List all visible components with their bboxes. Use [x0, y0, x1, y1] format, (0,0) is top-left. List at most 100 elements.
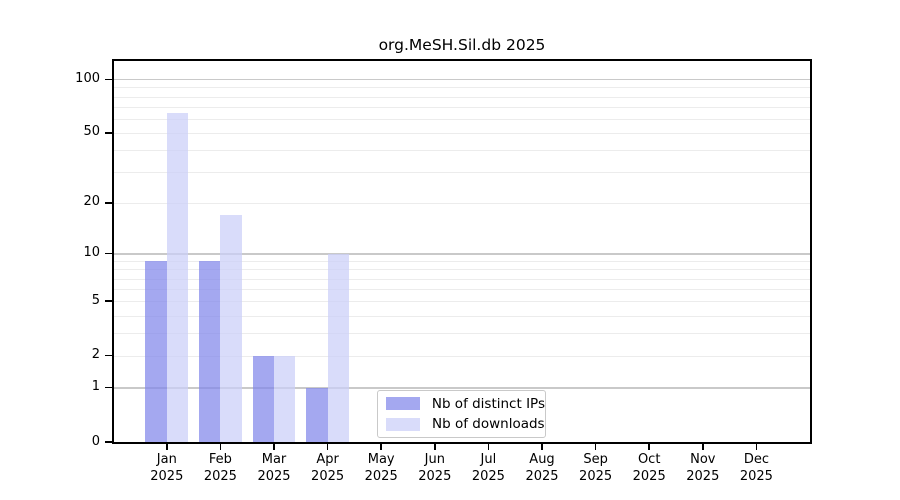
x-tick-year: 2025: [525, 468, 559, 484]
legend-item-downloads: Nb of downloads: [386, 416, 545, 432]
gridline-minor: [114, 289, 810, 291]
x-tick-year: 2025: [418, 468, 452, 484]
bar-distinct-ips-feb: [199, 261, 221, 442]
bar-distinct-ips-jan: [145, 261, 167, 442]
gridline-minor: [114, 315, 810, 317]
gridline-minor: [114, 278, 810, 280]
x-tick-mark: [326, 444, 329, 450]
legend-item-distinct-ips: Nb of distinct IPs: [386, 396, 545, 412]
y-tick-label: 0: [91, 433, 100, 449]
x-tick-year: 2025: [579, 468, 613, 484]
x-tick-label: Aug 2025: [514, 452, 570, 485]
x-tick-month: Jan: [156, 452, 177, 467]
gridline-major: [114, 79, 810, 81]
x-tick-label: May 2025: [353, 452, 409, 485]
x-tick-label: Mar 2025: [246, 452, 302, 485]
y-tick-label: 1: [91, 379, 100, 395]
y-tick-mark: [105, 132, 112, 134]
gridline-minor: [114, 261, 810, 263]
gridline-major: [114, 253, 810, 255]
x-tick-mark: [166, 444, 168, 450]
chart-title: org.MeSH.Sil.db 2025: [378, 36, 546, 54]
gridline-minor: [114, 333, 810, 335]
x-tick-month: Apr: [316, 452, 339, 467]
y-tick-mark: [105, 252, 112, 255]
x-tick-mark: [273, 444, 275, 450]
x-tick-mark: [541, 444, 543, 450]
gridline-major: [114, 387, 810, 389]
x-tick-mark: [487, 444, 490, 450]
bar-distinct-ips-mar: [252, 355, 274, 442]
bar-downloads-mar: [274, 355, 296, 442]
y-tick-label: 50: [83, 124, 100, 140]
gridline-minor: [114, 202, 810, 204]
y-tick-label: 20: [83, 194, 100, 210]
x-tick-mark: [702, 444, 704, 450]
gridline-minor: [114, 355, 810, 357]
y-tick-mark: [105, 300, 112, 302]
gridline-minor: [114, 132, 810, 134]
x-tick-year: 2025: [257, 468, 291, 484]
legend: Nb of distinct IPs Nb of downloads: [377, 390, 546, 438]
y-tick-mark: [105, 354, 112, 357]
x-tick-mark: [594, 444, 597, 450]
y-tick-label: 5: [91, 292, 100, 308]
y-tick-mark: [105, 78, 112, 81]
x-tick-month: Dec: [743, 452, 769, 467]
x-tick-year: 2025: [150, 468, 184, 484]
x-tick-label: Jun 2025: [407, 452, 463, 485]
x-tick-year: 2025: [364, 468, 398, 484]
x-tick-month: Mar: [261, 452, 287, 467]
x-tick-month: Jun: [424, 452, 445, 467]
y-tick-label: 2: [91, 347, 100, 363]
gridline-minor: [114, 96, 810, 98]
bar-downloads-feb: [220, 214, 242, 442]
bar-distinct-ips-apr: [306, 387, 328, 442]
gridline-minor: [114, 269, 810, 271]
x-tick-mark: [380, 444, 382, 450]
x-tick-label: Jul 2025: [460, 452, 516, 485]
x-tick-label: Dec 2025: [728, 452, 784, 485]
y-tick-mark: [105, 386, 112, 389]
legend-label-distinct-ips: Nb of distinct IPs: [431, 395, 545, 412]
x-tick-year: 2025: [686, 468, 720, 484]
gridline-minor: [114, 301, 810, 303]
x-tick-mark: [755, 444, 758, 450]
x-tick-month: Oct: [637, 452, 661, 467]
y-tick-mark: [105, 201, 112, 204]
x-tick-month: Feb: [208, 452, 232, 467]
gridline-minor: [114, 118, 810, 120]
legend-swatch-downloads: [386, 417, 420, 431]
x-tick-mark: [434, 444, 436, 450]
x-tick-mark: [219, 444, 222, 450]
x-tick-label: Apr 2025: [300, 452, 356, 485]
bar-downloads-apr: [327, 253, 349, 442]
x-tick-mark: [648, 444, 650, 450]
x-tick-label: Oct 2025: [621, 452, 677, 485]
x-tick-month: May: [367, 452, 395, 467]
x-tick-year: 2025: [471, 468, 505, 484]
x-tick-month: Nov: [690, 452, 716, 467]
x-tick-year: 2025: [632, 468, 666, 484]
x-tick-year: 2025: [311, 468, 345, 484]
x-tick-month: Sep: [583, 452, 608, 467]
gridline-minor: [114, 150, 810, 152]
legend-swatch-distinct-ips: [386, 397, 420, 411]
x-tick-month: Aug: [529, 452, 555, 467]
x-tick-month: Jul: [480, 452, 497, 467]
gridline-minor: [114, 172, 810, 174]
bar-downloads-jan: [166, 112, 189, 442]
x-tick-label: Jan 2025: [139, 452, 195, 485]
legend-label-downloads: Nb of downloads: [432, 416, 545, 433]
x-tick-label: Feb 2025: [192, 452, 248, 485]
x-tick-label: Sep 2025: [568, 452, 624, 485]
x-tick-year: 2025: [203, 468, 237, 484]
y-tick-label: 10: [83, 245, 100, 261]
y-tick-label: 100: [75, 70, 100, 86]
gridline-minor: [114, 106, 810, 108]
x-tick-label: Nov 2025: [675, 452, 731, 485]
gridline-minor: [114, 87, 810, 89]
x-tick-year: 2025: [739, 468, 773, 484]
y-tick-mark: [105, 441, 112, 443]
